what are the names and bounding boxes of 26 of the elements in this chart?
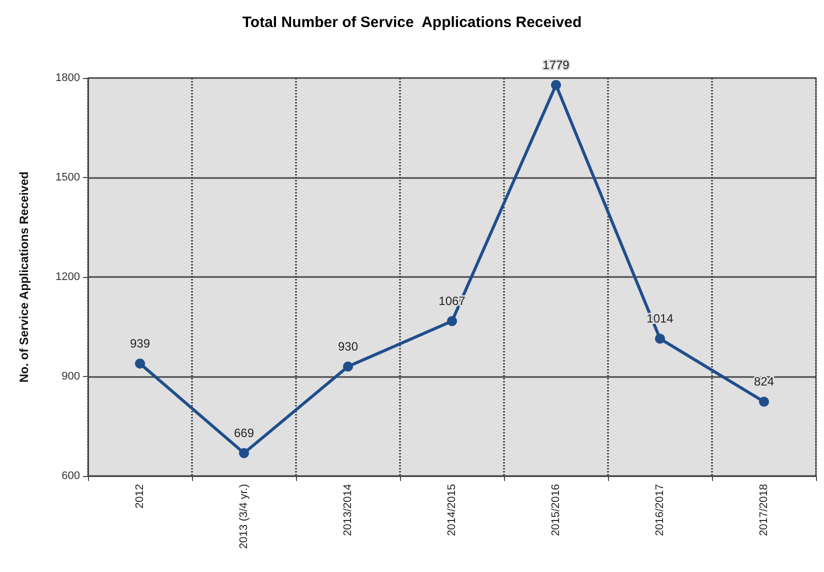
x-tick-label: 2014/2015 xyxy=(446,484,458,536)
x-tick-label: 2016/2017 xyxy=(654,484,666,536)
data-label: 930 xyxy=(338,340,358,354)
y-tick-label: 1500 xyxy=(56,172,80,184)
point xyxy=(343,362,353,372)
data-label: 939 xyxy=(130,336,150,351)
x-tick-label: 2013/2014 xyxy=(342,484,354,536)
point xyxy=(655,334,665,344)
y-tick-label: 1200 xyxy=(56,271,80,283)
point xyxy=(135,358,145,369)
x-tick-label: 2012 xyxy=(134,484,146,508)
y-tick-label: 600 xyxy=(62,470,80,482)
data-label: 669 xyxy=(234,426,254,440)
x-tick-label: 2015/2016 xyxy=(550,484,562,536)
x-tick-label: 2013 (3/4 yr.) xyxy=(238,484,250,549)
chart-title: Total Number of Service Applications Received xyxy=(242,14,582,31)
point xyxy=(759,396,769,407)
point xyxy=(551,80,561,90)
point xyxy=(447,316,457,326)
y-tick-label: 900 xyxy=(62,370,80,382)
y-tick-label: 1800 xyxy=(56,72,80,84)
data-label: 1779 xyxy=(542,58,570,72)
data-label: 824 xyxy=(754,374,774,389)
x-tick-label: 2017/2018 xyxy=(758,484,770,536)
y-axis-title: No. of Service Applications Received xyxy=(17,172,31,382)
point xyxy=(239,448,249,458)
